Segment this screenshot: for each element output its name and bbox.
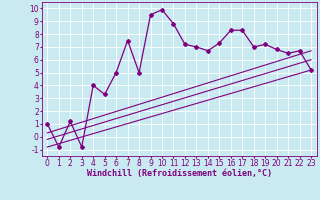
X-axis label: Windchill (Refroidissement éolien,°C): Windchill (Refroidissement éolien,°C)	[87, 169, 272, 178]
